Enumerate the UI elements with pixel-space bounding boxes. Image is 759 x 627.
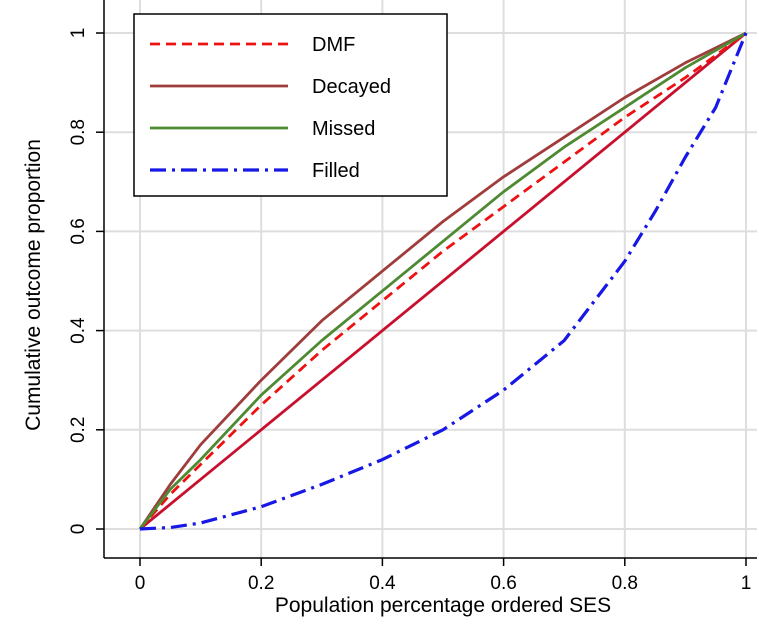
y-tick-label-1: 0.2 (68, 417, 89, 443)
legend-label-decayed: Decayed (312, 76, 391, 98)
x-tick-label-1: 0.2 (248, 573, 274, 594)
legend-label-missed: Missed (312, 118, 375, 140)
series-lines (138, 31, 748, 531)
legend-label-filled: Filled (312, 160, 360, 182)
y-tick-label-0: 0 (68, 524, 89, 535)
x-tick-label-5: 1 (741, 573, 752, 594)
x-tick-label-2: 0.4 (369, 573, 396, 594)
legend-box (133, 13, 448, 197)
y-axis-title: Cumulative outcome proportion (22, 139, 45, 431)
x-axis-title: Population percentage ordered SES (275, 594, 611, 617)
y-tick-label-2: 0.4 (68, 317, 89, 344)
legend-label-dmf: DMF (312, 34, 355, 56)
axes (103, 0, 757, 559)
x-axis-ticks: 0 0.2 0.4 0.6 0.8 1 (135, 558, 752, 594)
series-line-missed (138, 31, 747, 530)
y-axis-ticks: 0 0.2 0.4 0.6 0.8 1 (68, 28, 104, 535)
y-tick-label-3: 0.6 (68, 218, 89, 244)
x-tick-label-4: 0.8 (612, 573, 638, 594)
series-line-decayed (138, 31, 747, 530)
legend: DMF Decayed Missed Filled (133, 13, 448, 197)
x-tick-label-0: 0 (135, 573, 146, 594)
series-line-dmf (138, 31, 747, 530)
y-tick-label-5: 1 (68, 28, 89, 39)
y-tick-label-4: 0.8 (68, 119, 89, 145)
reference-line-equality (139, 31, 747, 531)
x-tick-label-3: 0.6 (490, 573, 516, 594)
series-line-filled (139, 32, 748, 531)
